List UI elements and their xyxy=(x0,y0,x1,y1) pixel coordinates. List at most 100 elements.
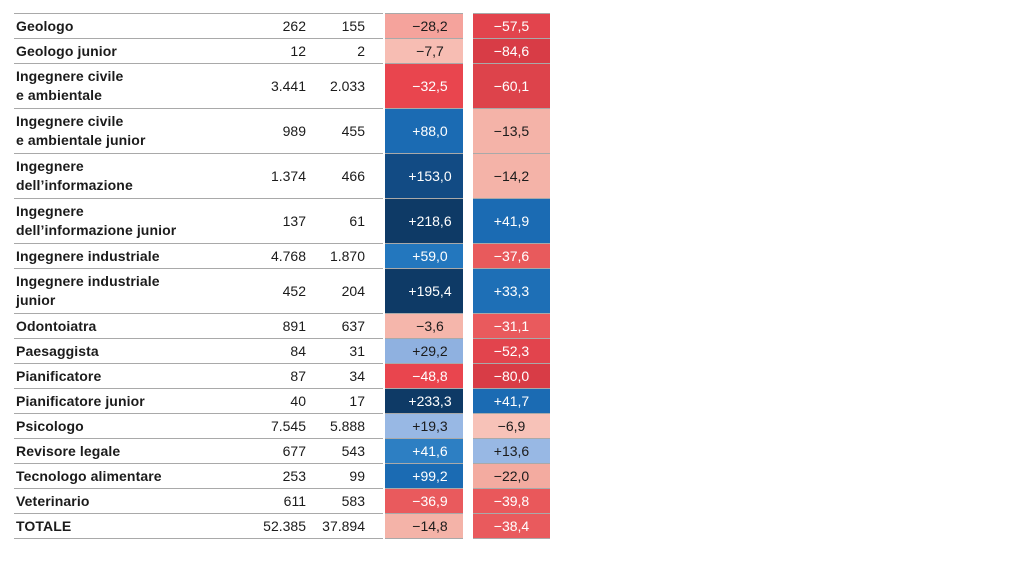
value-a: 253 xyxy=(248,463,320,489)
pct-change-2: −80,0 xyxy=(463,363,550,389)
pct-change-1: −28,2 xyxy=(383,13,468,39)
value-a: 4.768 xyxy=(248,243,320,269)
table-row-3: Ingegnere civile e ambientale 3.441 2.033… xyxy=(14,63,550,109)
profession-name: Paesaggista xyxy=(14,338,248,364)
value-b: 61 xyxy=(320,198,384,244)
value-b: 5.888 xyxy=(320,413,384,439)
pct-change-1: −14,8 xyxy=(383,513,468,539)
profession-name: Pianificatore junior xyxy=(14,388,248,414)
pct-change-2: +41,9 xyxy=(463,198,550,244)
value-a: 989 xyxy=(248,108,320,154)
table-row-15: Tecnologo alimentare 253 99 +99,2 −22,0 xyxy=(14,463,550,489)
pct-change-1: +195,4 xyxy=(383,268,468,314)
pct-change-2: +41,7 xyxy=(463,388,550,414)
value-a: 87 xyxy=(248,363,320,389)
pct-change-1: −7,7 xyxy=(383,38,468,64)
pct-change-2: −52,3 xyxy=(463,338,550,364)
pct-change-2: −13,5 xyxy=(463,108,550,154)
profession-name: Odontoiatra xyxy=(14,313,248,339)
profession-name: Ingegnere civile e ambientale xyxy=(14,63,248,109)
pct-change-2: +33,3 xyxy=(463,268,550,314)
profession-name: Veterinario xyxy=(14,488,248,514)
value-b: 2.033 xyxy=(320,63,384,109)
value-a: 677 xyxy=(248,438,320,464)
pct-change-2: −22,0 xyxy=(463,463,550,489)
pct-change-2: −60,1 xyxy=(463,63,550,109)
pct-change-1: +153,0 xyxy=(383,153,468,199)
table-row-17: TOTALE 52.385 37.894 −14,8 −38,4 xyxy=(14,513,550,539)
table-row-9: Odontoiatra 891 637 −3,6 −31,1 xyxy=(14,313,550,339)
value-a: 52.385 xyxy=(248,513,320,539)
value-a: 262 xyxy=(248,13,320,39)
profession-name: Geologo xyxy=(14,13,248,39)
pct-change-1: +59,0 xyxy=(383,243,468,269)
value-a: 891 xyxy=(248,313,320,339)
value-b: 466 xyxy=(320,153,384,199)
profession-name: Pianificatore xyxy=(14,363,248,389)
profession-name: Revisore legale xyxy=(14,438,248,464)
value-a: 1.374 xyxy=(248,153,320,199)
pct-change-2: −38,4 xyxy=(463,513,550,539)
pct-change-1: −48,8 xyxy=(383,363,468,389)
profession-name: Tecnologo alimentare xyxy=(14,463,248,489)
value-b: 543 xyxy=(320,438,384,464)
value-a: 40 xyxy=(248,388,320,414)
value-b: 99 xyxy=(320,463,384,489)
profession-name: TOTALE xyxy=(14,513,248,539)
pct-change-1: +218,6 xyxy=(383,198,468,244)
value-b: 37.894 xyxy=(320,513,384,539)
pct-change-1: +29,2 xyxy=(383,338,468,364)
pct-change-1: +88,0 xyxy=(383,108,468,154)
pct-change-2: −6,9 xyxy=(463,413,550,439)
value-b: 637 xyxy=(320,313,384,339)
pct-change-2: −39,8 xyxy=(463,488,550,514)
table-row-10: Paesaggista 84 31 +29,2 −52,3 xyxy=(14,338,550,364)
pct-change-2: −37,6 xyxy=(463,243,550,269)
pct-change-1: +99,2 xyxy=(383,463,468,489)
table-row-16: Veterinario 611 583 −36,9 −39,8 xyxy=(14,488,550,514)
table-row-14: Revisore legale 677 543 +41,6 +13,6 xyxy=(14,438,550,464)
table-row-11: Pianificatore 87 34 −48,8 −80,0 xyxy=(14,363,550,389)
pct-change-2: −84,6 xyxy=(463,38,550,64)
profession-name: Psicologo xyxy=(14,413,248,439)
pct-change-2: −31,1 xyxy=(463,313,550,339)
pct-change-1: +233,3 xyxy=(383,388,468,414)
value-a: 84 xyxy=(248,338,320,364)
professions-table: Geologo 262 155 −28,2 −57,5 Geologo juni… xyxy=(14,13,550,539)
pct-change-2: −14,2 xyxy=(463,153,550,199)
pct-change-2: −57,5 xyxy=(463,13,550,39)
value-b: 204 xyxy=(320,268,384,314)
professions-table-wrapper: Geologo 262 155 −28,2 −57,5 Geologo juni… xyxy=(14,13,550,539)
table-body: Geologo 262 155 −28,2 −57,5 Geologo juni… xyxy=(14,13,550,539)
table-row-8: Ingegnere industriale junior 452 204 +195… xyxy=(14,268,550,314)
pct-change-1: +41,6 xyxy=(383,438,468,464)
value-a: 611 xyxy=(248,488,320,514)
profession-name: Ingegnere industriale xyxy=(14,243,248,269)
pct-change-2: +13,6 xyxy=(463,438,550,464)
profession-name: Geologo junior xyxy=(14,38,248,64)
value-b: 155 xyxy=(320,13,384,39)
pct-change-1: +19,3 xyxy=(383,413,468,439)
value-a: 3.441 xyxy=(248,63,320,109)
value-b: 34 xyxy=(320,363,384,389)
table-row-2: Geologo junior 12 2 −7,7 −84,6 xyxy=(14,38,550,64)
value-b: 455 xyxy=(320,108,384,154)
table-row-1: Geologo 262 155 −28,2 −57,5 xyxy=(14,13,550,39)
pct-change-1: −3,6 xyxy=(383,313,468,339)
value-b: 17 xyxy=(320,388,384,414)
value-b: 1.870 xyxy=(320,243,384,269)
value-b: 31 xyxy=(320,338,384,364)
table-row-7: Ingegnere industriale 4.768 1.870 +59,0 … xyxy=(14,243,550,269)
profession-name: Ingegnere civile e ambientale junior xyxy=(14,108,248,154)
value-a: 7.545 xyxy=(248,413,320,439)
value-b: 583 xyxy=(320,488,384,514)
table-row-6: Ingegnere dell’informazione junior 137 61… xyxy=(14,198,550,244)
pct-change-1: −36,9 xyxy=(383,488,468,514)
value-a: 137 xyxy=(248,198,320,244)
pct-change-1: −32,5 xyxy=(383,63,468,109)
value-a: 12 xyxy=(248,38,320,64)
profession-name: Ingegnere industriale junior xyxy=(14,268,248,314)
table-row-5: Ingegnere dell’informazione 1.374 466 +15… xyxy=(14,153,550,199)
table-row-4: Ingegnere civile e ambientale junior 989 … xyxy=(14,108,550,154)
table-row-12: Pianificatore junior 40 17 +233,3 +41,7 xyxy=(14,388,550,414)
